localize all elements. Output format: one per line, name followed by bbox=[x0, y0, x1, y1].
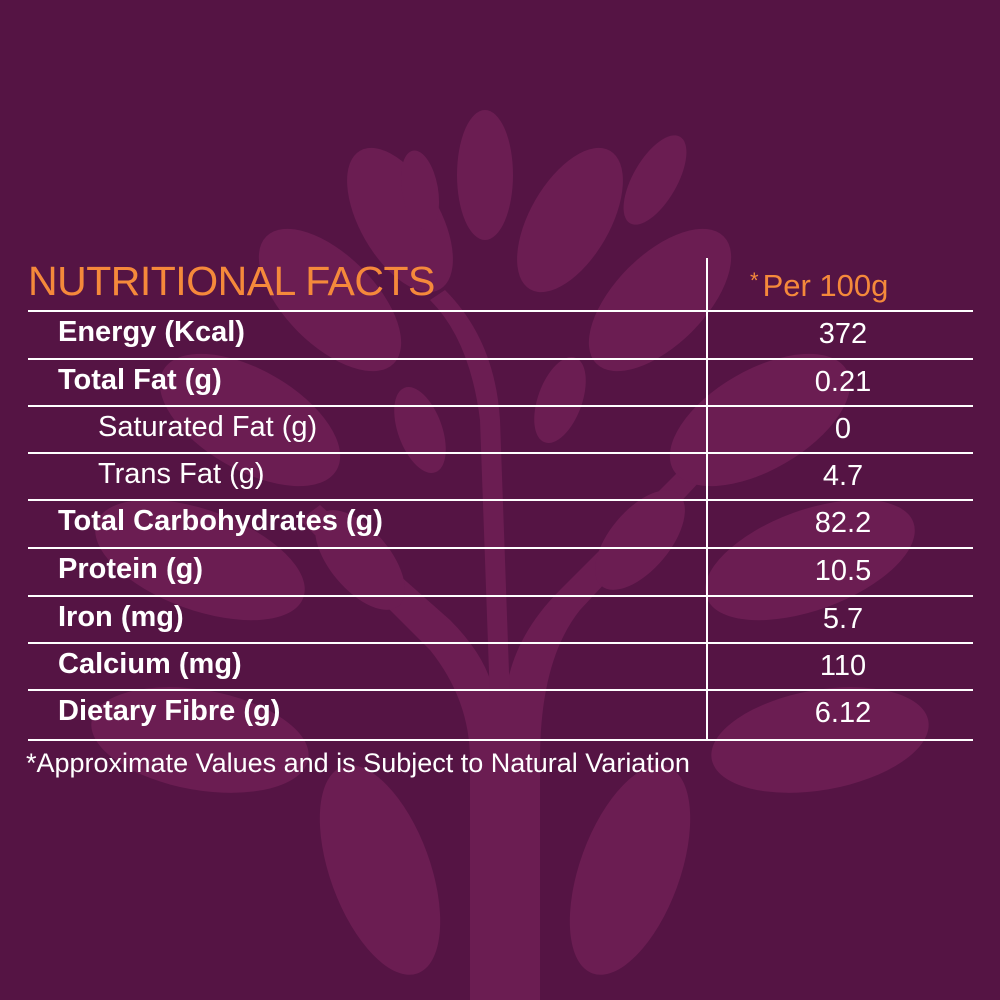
nutrient-value: 110 bbox=[819, 650, 867, 682]
nutrient-value: 0.21 bbox=[814, 366, 872, 398]
page-title: NUTRITIONAL FACTS bbox=[28, 258, 435, 304]
nutrient-label: Trans Fat (g) bbox=[98, 458, 265, 490]
nutrient-value: 0 bbox=[834, 413, 852, 445]
table-row: Total Carbohydrates (g) 82.2 bbox=[28, 499, 973, 548]
nutrient-value: 82.2 bbox=[814, 507, 872, 539]
nutrient-label: Total Carbohydrates (g) bbox=[58, 505, 383, 537]
table-row: Saturated Fat (g) 0 bbox=[28, 405, 973, 454]
nutrient-value: 6.12 bbox=[814, 697, 872, 729]
per-serving-header: * Per 100g bbox=[750, 268, 888, 304]
footnote: *Approximate Values and is Subject to Na… bbox=[26, 748, 690, 778]
table-row: Iron (mg) 5.7 bbox=[28, 595, 973, 644]
nutrient-label: Dietary Fibre (g) bbox=[58, 695, 281, 727]
table-bottom-rule bbox=[28, 739, 973, 741]
nutrient-label: Iron (mg) bbox=[58, 601, 184, 633]
asterisk: * bbox=[750, 268, 759, 293]
nutrient-label: Saturated Fat (g) bbox=[98, 411, 318, 443]
per-serving-label: Per 100g bbox=[762, 268, 889, 303]
table-row: Dietary Fibre (g) 6.12 bbox=[28, 689, 973, 738]
table-row: Trans Fat (g) 4.7 bbox=[28, 452, 973, 501]
nutrient-value: 372 bbox=[818, 318, 868, 350]
nutrient-label: Energy (Kcal) bbox=[58, 316, 245, 348]
nutrient-value: 5.7 bbox=[822, 603, 864, 635]
table-row: Protein (g) 10.5 bbox=[28, 547, 973, 596]
table-row: Energy (Kcal) 372 bbox=[28, 310, 973, 359]
nutrient-label: Calcium (mg) bbox=[58, 648, 242, 680]
table-row: Calcium (mg) 110 bbox=[28, 642, 973, 691]
nutrient-value: 10.5 bbox=[814, 555, 872, 587]
table-row: Total Fat (g) 0.21 bbox=[28, 358, 973, 407]
nutrient-label: Protein (g) bbox=[58, 553, 203, 585]
nutrient-label: Total Fat (g) bbox=[58, 364, 222, 396]
nutrient-value: 4.7 bbox=[822, 460, 864, 492]
